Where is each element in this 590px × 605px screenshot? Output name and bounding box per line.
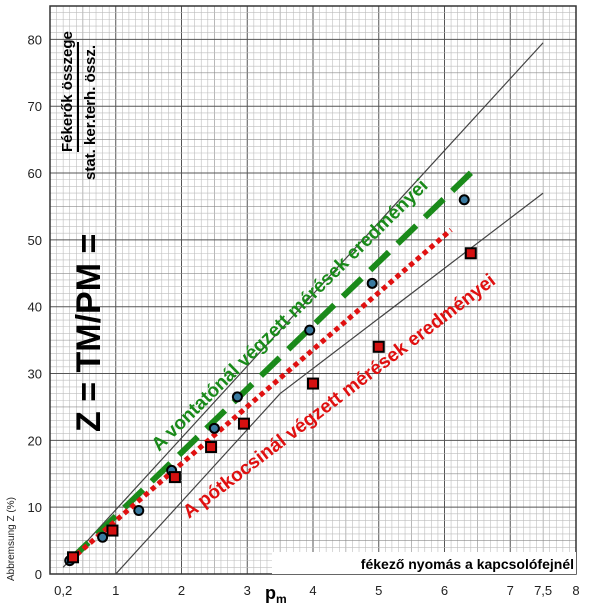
- envelope-line: [115, 192, 544, 575]
- data-point-square: [237, 417, 250, 430]
- y-tick-label: 70: [28, 99, 42, 114]
- y-tick-label: 10: [28, 500, 42, 515]
- data-point-square: [67, 551, 80, 564]
- data-point-square: [106, 524, 119, 537]
- envelope-lines: [62, 42, 544, 575]
- data-point-circle: [458, 194, 470, 206]
- x-tick-label: 6: [441, 583, 448, 598]
- x-tick-label: 7,5: [534, 583, 552, 598]
- y-tick-label: 30: [28, 367, 42, 382]
- x-tick-label: 0,2: [54, 583, 72, 598]
- data-point-square: [205, 441, 218, 454]
- x-tick-label: 2: [178, 583, 185, 598]
- y-tick-label: 60: [28, 166, 42, 181]
- trend-line-1: [68, 227, 453, 563]
- y-tick-label: 20: [28, 433, 42, 448]
- x-tick-label: 5: [375, 583, 382, 598]
- bottom-annotation: fékező nyomás a kapcsolófejnél: [361, 556, 574, 572]
- formula-label: Z = TM/PM =: [70, 234, 108, 432]
- x-tick-label: 1: [112, 583, 119, 598]
- x-axis-label: pm: [265, 583, 287, 605]
- data-point-square: [464, 247, 477, 260]
- y-axis-label: Abbremsung Z (%): [6, 497, 17, 581]
- data-point-circle: [208, 422, 220, 434]
- x-axis-label-sub: m: [276, 592, 287, 605]
- data-point-circle: [97, 531, 109, 543]
- trend-line-0: [67, 167, 477, 563]
- data-point-square: [307, 377, 319, 390]
- y-tick-label: 50: [28, 233, 42, 248]
- data-points: [64, 194, 477, 567]
- x-tick-label: 4: [309, 583, 316, 598]
- data-point-square: [168, 471, 181, 484]
- x-axis-label-main: p: [265, 583, 276, 603]
- y-tick-label: 0: [35, 567, 42, 582]
- y-tick-label: 40: [28, 300, 42, 315]
- bottom-annotation-bg: [272, 552, 576, 574]
- fraction-denominator: stat. ker.terh. össz.: [82, 45, 99, 180]
- data-point-circle: [231, 391, 243, 403]
- data-point-circle: [304, 324, 316, 336]
- envelope-line: [62, 42, 544, 568]
- y-tick-label: 80: [28, 32, 42, 47]
- x-tick-label: 7: [507, 583, 514, 598]
- fraction: Fékerők összege stat. ker.terh. össz.: [59, 31, 99, 180]
- trend-lines: [67, 167, 477, 563]
- fraction-numerator: Fékerők összege: [59, 31, 76, 152]
- data-point-circle: [133, 505, 145, 517]
- x-tick-label: 8: [572, 583, 579, 598]
- data-point-circle: [366, 277, 378, 289]
- data-point-square: [372, 340, 385, 353]
- x-tick-label: 3: [244, 583, 251, 598]
